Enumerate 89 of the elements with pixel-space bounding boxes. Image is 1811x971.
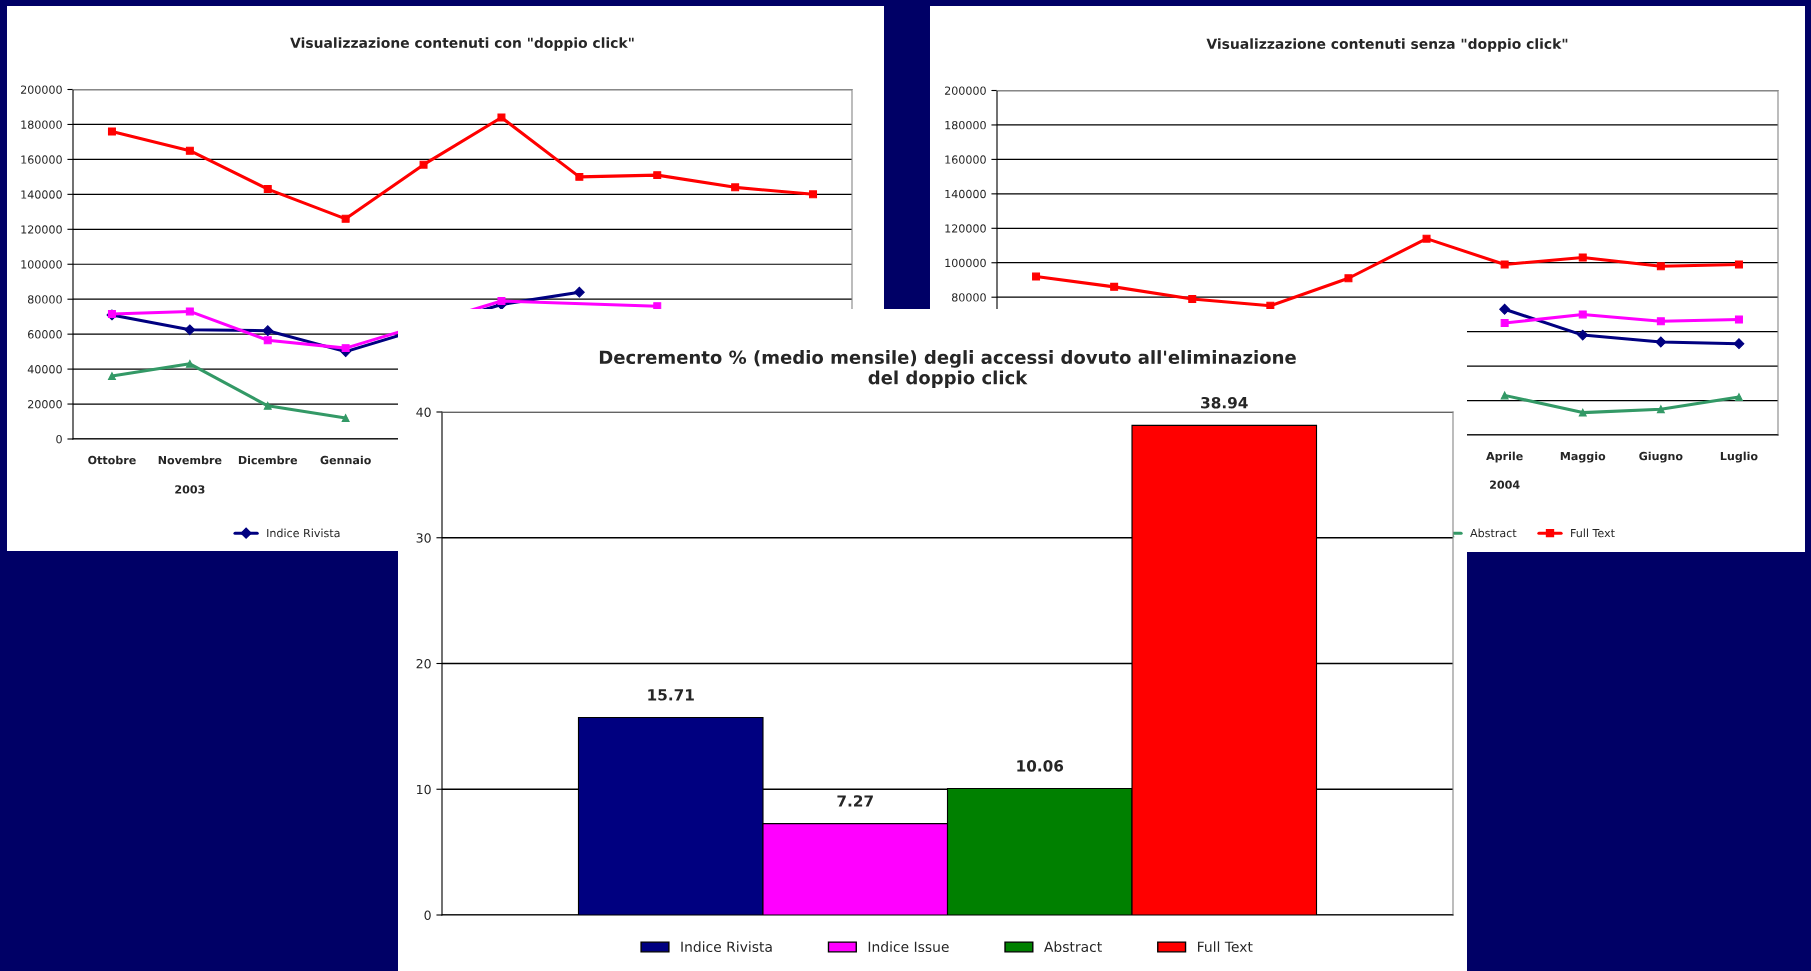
point — [497, 113, 506, 122]
y-tick-label: 0 — [56, 434, 62, 444]
y-tick-label: 100000 — [945, 258, 986, 268]
point — [263, 185, 272, 194]
y-tick-label: 40 — [416, 407, 431, 417]
point — [1655, 336, 1667, 348]
point — [1734, 315, 1743, 324]
point — [1734, 260, 1743, 269]
point — [185, 359, 194, 368]
y-tick-label: 80000 — [951, 293, 986, 302]
legend-label: Indice Rivista — [267, 528, 340, 538]
point — [1656, 262, 1665, 271]
chart-title: Decremento % (medio mensile) degli accessi dovuto all'eliminazione del doppio click — [599, 350, 1296, 388]
x-tick-label: Ottobre — [88, 455, 136, 465]
point — [184, 324, 196, 336]
point — [1500, 391, 1509, 400]
y-tick-label: 140000 — [21, 190, 62, 199]
point — [263, 401, 272, 410]
point — [1110, 282, 1119, 291]
chart-title: Visualizzazione contenuti senza "doppio click" — [1206, 38, 1568, 52]
point — [809, 190, 818, 199]
legend-label: Abstract — [1470, 528, 1517, 538]
chart-title: Visualizzazione contenuti con "doppio click" — [290, 37, 634, 51]
x-tick-label: Luglio — [1720, 451, 1758, 463]
y-tick-label: 140000 — [945, 189, 986, 199]
x-tick-label: Maggio — [1560, 451, 1606, 463]
y-tick-label: 120000 — [945, 224, 986, 233]
point — [1344, 274, 1353, 283]
y-tick-label: 160000 — [945, 155, 986, 164]
point — [1734, 393, 1743, 402]
point — [1656, 405, 1665, 414]
point — [573, 286, 585, 298]
point — [419, 160, 428, 169]
point — [341, 344, 350, 353]
point — [653, 171, 662, 180]
y-tick-label: 180000 — [945, 120, 986, 130]
y-tick-label: 200000 — [944, 86, 986, 95]
point — [1578, 408, 1587, 417]
y-tick-label: 180000 — [21, 120, 62, 129]
point — [262, 325, 274, 337]
x-tick-label: Novembre — [158, 455, 222, 465]
data-label: 15.71 — [648, 689, 694, 701]
point — [497, 296, 506, 305]
data-label: 7.27 — [837, 795, 873, 807]
legend-label: Full Text — [1198, 941, 1253, 953]
point — [341, 214, 350, 223]
legend-label: Abstract — [1044, 941, 1102, 953]
data-label: 10.06 — [1017, 760, 1064, 772]
point — [1656, 317, 1665, 326]
y-tick-label: 120000 — [21, 225, 62, 234]
point — [1188, 294, 1197, 303]
y-tick-label: 10 — [417, 784, 431, 795]
y-tick-label: 20 — [416, 658, 431, 669]
text: 2004 — [1490, 480, 1520, 489]
y-tick-label: 200000 — [20, 85, 62, 94]
point — [1032, 272, 1041, 281]
point — [731, 183, 740, 192]
y-tick-label: 40000 — [27, 365, 62, 374]
point — [185, 307, 194, 316]
point — [341, 414, 350, 423]
y-tick-label: 30 — [416, 533, 431, 543]
y-tick-label: 160000 — [21, 155, 62, 164]
x-tick-label: Giugno — [1639, 451, 1683, 463]
y-tick-label: 100000 — [21, 260, 62, 269]
y-tick-label: 20000 — [28, 400, 62, 409]
point — [1578, 310, 1587, 319]
y-tick-label: 0 — [424, 910, 431, 920]
point — [1578, 253, 1587, 262]
point — [1500, 260, 1509, 269]
y-tick-label: 60000 — [28, 330, 62, 339]
x-tick-label: Aprile — [1486, 451, 1523, 463]
data-label: 38.94 — [1201, 396, 1248, 409]
point — [263, 336, 272, 345]
point — [1733, 338, 1745, 350]
point — [1577, 329, 1589, 341]
x-tick-label: Gennaio — [320, 455, 371, 465]
point — [1422, 234, 1431, 243]
point — [107, 372, 116, 381]
y-tick-label: 80000 — [27, 295, 62, 304]
text: 2003 — [175, 485, 205, 494]
legend-label: Indice Issue — [868, 941, 949, 953]
legend-label: Indice Rivista — [681, 941, 772, 953]
point — [185, 146, 194, 155]
legend-label: Full Text — [1571, 528, 1615, 538]
point — [575, 172, 584, 181]
point — [1499, 303, 1511, 315]
x-tick-label: Dicembre — [238, 455, 298, 465]
point — [107, 127, 116, 136]
point — [1500, 319, 1509, 328]
